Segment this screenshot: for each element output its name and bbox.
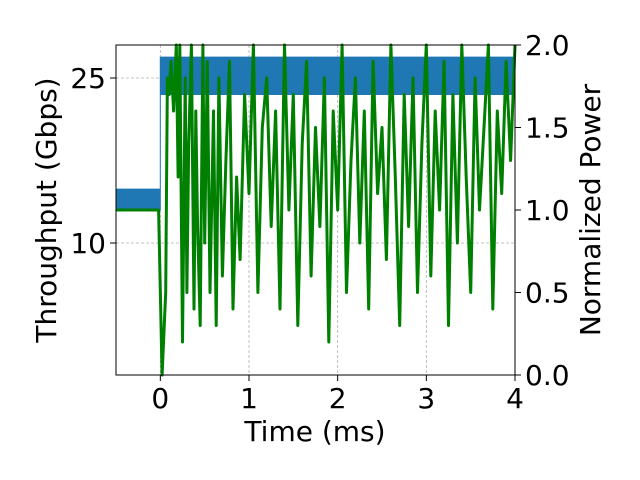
- right-y-tick-label: 0.0: [525, 359, 570, 392]
- right-y-tick-label: 2.0: [525, 29, 570, 62]
- right-y-tick-label: 0.5: [525, 277, 570, 310]
- right-y-axis: 0.0 0.5 1.0 1.5 2.0: [515, 29, 570, 392]
- left-y-axis-label: Throughput (Gbps): [30, 77, 63, 343]
- x-tick-label: 0: [151, 382, 169, 415]
- right-y-axis-label: Normalized Power: [574, 83, 607, 336]
- x-tick-label: 3: [417, 382, 435, 415]
- right-y-tick-label: 1.0: [525, 194, 570, 227]
- x-tick-label: 2: [329, 382, 347, 415]
- left-y-tick-label: 10: [70, 227, 106, 260]
- x-tick-label: 4: [506, 382, 524, 415]
- x-axis-label: Time (ms): [243, 415, 385, 448]
- left-y-axis: 10 25: [70, 62, 116, 260]
- right-y-tick-label: 1.5: [525, 112, 570, 145]
- left-y-tick-label: 25: [70, 62, 106, 95]
- power-line: [116, 43, 517, 377]
- power-series: [116, 43, 517, 377]
- x-tick-label: 1: [240, 382, 258, 415]
- x-axis: 0 1 2 3 4: [151, 375, 524, 415]
